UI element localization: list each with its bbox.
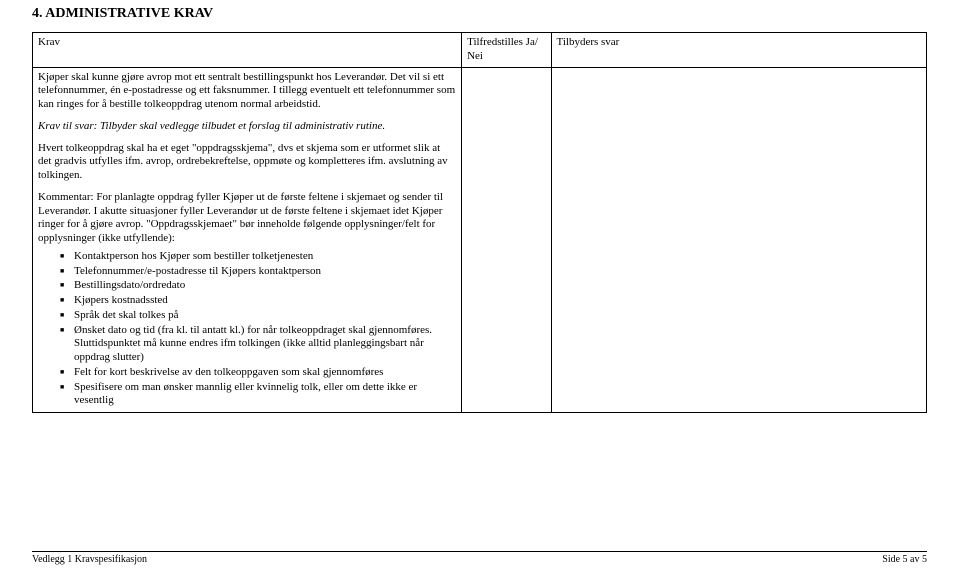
cell-krav: Kjøper skal kunne gjøre avrop mot ett se…: [33, 67, 462, 413]
list-item: Spesifisere om man ønsker mannlig eller …: [60, 381, 456, 409]
krav-p2: Krav til svar: Tilbyder skal vedlegge ti…: [38, 120, 456, 134]
col-header-krav: Krav: [33, 33, 462, 68]
table-row: Kjøper skal kunne gjøre avrop mot ett se…: [33, 67, 927, 413]
section-heading: 4. ADMINISTRATIVE KRAV: [32, 6, 927, 22]
krav-p4: Kommentar: For planlagte oppdrag fyller …: [38, 191, 456, 246]
list-item: Ønsket dato og tid (fra kl. til antatt k…: [60, 324, 456, 365]
list-item: Bestillingsdato/ordredato: [60, 279, 456, 293]
table-header-row: Krav Tilfredstilles Ja/ Nei Tilbyders sv…: [33, 33, 927, 68]
requirements-table: Krav Tilfredstilles Ja/ Nei Tilbyders sv…: [32, 32, 927, 413]
list-item: Telefonnummer/e-postadresse til Kjøpers …: [60, 265, 456, 279]
col-header-tilfredstilles: Tilfredstilles Ja/ Nei: [462, 33, 551, 68]
list-item: Kjøpers kostnadssted: [60, 294, 456, 308]
krav-p1: Kjøper skal kunne gjøre avrop mot ett se…: [38, 71, 456, 112]
list-item: Språk det skal tolkes på: [60, 309, 456, 323]
footer-left: Vedlegg 1 Kravspesifikasjon: [32, 554, 147, 565]
col-header-tilbyders-svar: Tilbyders svar: [551, 33, 927, 68]
list-item: Kontaktperson hos Kjøper som bestiller t…: [60, 250, 456, 264]
krav-p3: Hvert tolkeoppdrag skal ha et eget "oppd…: [38, 142, 456, 183]
krav-bullets: Kontaktperson hos Kjøper som bestiller t…: [38, 250, 456, 408]
list-item: Felt for kort beskrivelse av den tolkeop…: [60, 366, 456, 380]
cell-tilbyders-svar: [551, 67, 927, 413]
cell-tilfredstilles: [462, 67, 551, 413]
page-footer: Vedlegg 1 Kravspesifikasjon Side 5 av 5: [32, 551, 927, 565]
footer-right: Side 5 av 5: [882, 554, 927, 565]
